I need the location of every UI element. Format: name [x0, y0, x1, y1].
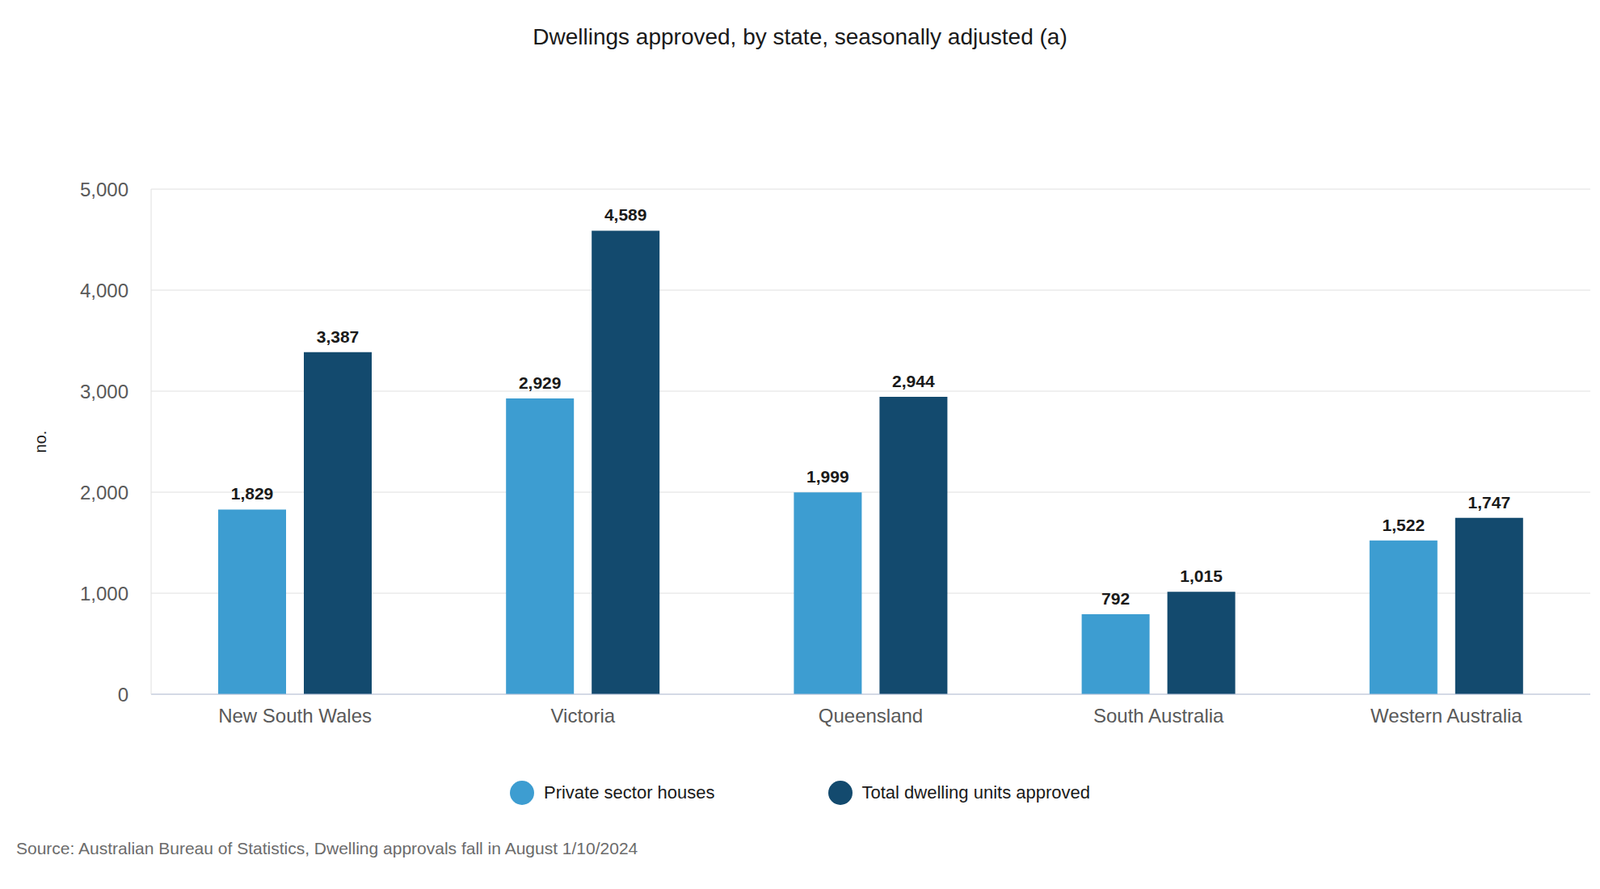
svg-text:792: 792: [1101, 589, 1130, 608]
svg-text:New South Wales: New South Wales: [218, 704, 372, 727]
html-text:Source: Australian Bureau of S: Source: Australian Bureau of Statistics,…: [16, 838, 638, 858]
html-text:Dwellings approved, by state,: Dwellings approved, by state, seasonally…: [532, 24, 1068, 50]
svg-text:South Australia: South Australia: [1093, 704, 1225, 727]
svg-text:1,999: 1,999: [806, 467, 850, 486]
svg-text:2,929: 2,929: [518, 373, 562, 392]
svg-text:1,522: 1,522: [1382, 515, 1426, 535]
svg-text:5,000: 5,000: [80, 178, 129, 201]
svg-text:3,387: 3,387: [316, 327, 360, 346]
svg-text:Queensland: Queensland: [818, 704, 923, 727]
svg-text:Victoria: Victoria: [551, 704, 616, 727]
html-text:Private sector houses: Private sector houses: [543, 782, 715, 803]
svg-text:1,829: 1,829: [231, 484, 274, 503]
svg-text:1,747: 1,747: [1468, 492, 1512, 512]
svg-text:4,000: 4,000: [80, 279, 129, 302]
svg-text:2,000: 2,000: [80, 481, 129, 504]
svg-text:2,944: 2,944: [892, 371, 935, 391]
svg-text:1,015: 1,015: [1179, 566, 1223, 586]
svg-text:no.: no.: [31, 430, 50, 454]
svg-text:Western Australia: Western Australia: [1370, 704, 1523, 727]
svg-text:0: 0: [117, 683, 129, 706]
svg-text:1,000: 1,000: [80, 582, 129, 605]
svg-text:4,589: 4,589: [604, 205, 648, 224]
svg-text:3,000: 3,000: [80, 380, 129, 403]
html-text:Total dwelling units approved: Total dwelling units approved: [861, 782, 1091, 803]
